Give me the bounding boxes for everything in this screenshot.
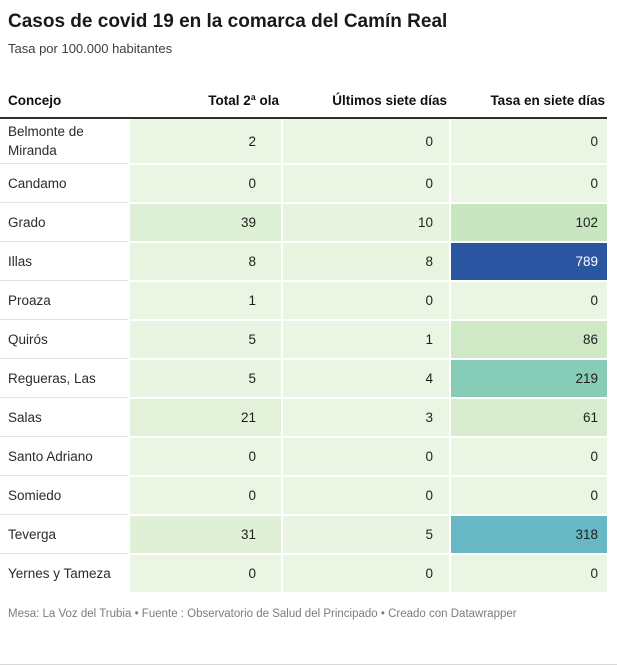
value-cell: 0	[281, 436, 449, 475]
value-cell: 8	[281, 241, 449, 280]
concejo-cell: Salas	[0, 397, 128, 436]
value-cell: 0	[281, 163, 449, 202]
table-row: Illas 8 8 789	[0, 241, 607, 280]
value-cell: 0	[449, 280, 607, 319]
chart-subtitle: Tasa por 100.000 habitantes	[8, 41, 173, 56]
col-header-total-2a-ola: Total 2ª ola	[128, 80, 281, 119]
value-cell: 5	[128, 319, 281, 358]
value-cell: 0	[449, 163, 607, 202]
table-header: Concejo Total 2ª ola Últimos siete días …	[0, 80, 607, 119]
table-row: Proaza 1 0 0	[0, 280, 607, 319]
col-header-tasa-en-siete-dias: Tasa en siete días	[449, 80, 607, 119]
value-cell: 219	[449, 358, 607, 397]
value-cell: 0	[128, 163, 281, 202]
byline-footer: Mesa: La Voz del Trubia • Fuente : Obser…	[8, 608, 517, 620]
covid-cases-table: Concejo Total 2ª ola Últimos siete días …	[0, 80, 607, 592]
value-cell: 5	[128, 358, 281, 397]
chart-title: Casos de covid 19 en la comarca del Camí…	[8, 11, 448, 32]
value-cell: 0	[449, 119, 607, 163]
concejo-cell: Santo Adriano	[0, 436, 128, 475]
value-cell: 10	[281, 202, 449, 241]
table-row: Grado 39 10 102	[0, 202, 607, 241]
concejo-cell: Grado	[0, 202, 128, 241]
col-header-ultimos-siete-dias: Últimos siete días	[281, 80, 449, 119]
value-cell: 1	[281, 319, 449, 358]
value-cell: 4	[281, 358, 449, 397]
value-cell: 0	[449, 475, 607, 514]
value-cell: 5	[281, 514, 449, 553]
value-cell: 0	[449, 553, 607, 592]
value-cell: 8	[128, 241, 281, 280]
concejo-cell: Somiedo	[0, 475, 128, 514]
value-cell: 0	[128, 436, 281, 475]
concejo-cell: Quirós	[0, 319, 128, 358]
value-cell: 0	[281, 280, 449, 319]
table-row: Somiedo 0 0 0	[0, 475, 607, 514]
value-cell: 0	[281, 475, 449, 514]
table-row: Teverga 31 5 318	[0, 514, 607, 553]
value-cell: 0	[281, 119, 449, 163]
table-row: Belmonte de Miranda 2 0 0	[0, 119, 607, 163]
value-cell: 39	[128, 202, 281, 241]
table-row: Yernes y Tameza 0 0 0	[0, 553, 607, 592]
concejo-cell: Proaza	[0, 280, 128, 319]
table-row: Regueras, Las 5 4 219	[0, 358, 607, 397]
value-cell: 61	[449, 397, 607, 436]
value-cell: 789	[449, 241, 607, 280]
concejo-cell: Candamo	[0, 163, 128, 202]
value-cell: 0	[281, 553, 449, 592]
concejo-cell: Regueras, Las	[0, 358, 128, 397]
value-cell: 0	[128, 553, 281, 592]
value-cell: 102	[449, 202, 607, 241]
value-cell: 86	[449, 319, 607, 358]
table-row: Quirós 5 1 86	[0, 319, 607, 358]
concejo-cell: Illas	[0, 241, 128, 280]
concejo-cell: Yernes y Tameza	[0, 553, 128, 592]
value-cell: 1	[128, 280, 281, 319]
table-row: Salas 21 3 61	[0, 397, 607, 436]
value-cell: 318	[449, 514, 607, 553]
table-body: Belmonte de Miranda 2 0 0 Candamo 0 0 0 Grado 39 1…	[0, 119, 607, 592]
col-header-concejo: Concejo	[0, 80, 128, 119]
value-cell: 21	[128, 397, 281, 436]
table-row: Santo Adriano 0 0 0	[0, 436, 607, 475]
value-cell: 3	[281, 397, 449, 436]
value-cell: 0	[449, 436, 607, 475]
value-cell: 2	[128, 119, 281, 163]
concejo-cell: Belmonte de Miranda	[0, 119, 128, 163]
header-row: Concejo Total 2ª ola Últimos siete días …	[0, 80, 607, 119]
table-row: Candamo 0 0 0	[0, 163, 607, 202]
value-cell: 0	[128, 475, 281, 514]
value-cell: 31	[128, 514, 281, 553]
concejo-cell: Teverga	[0, 514, 128, 553]
